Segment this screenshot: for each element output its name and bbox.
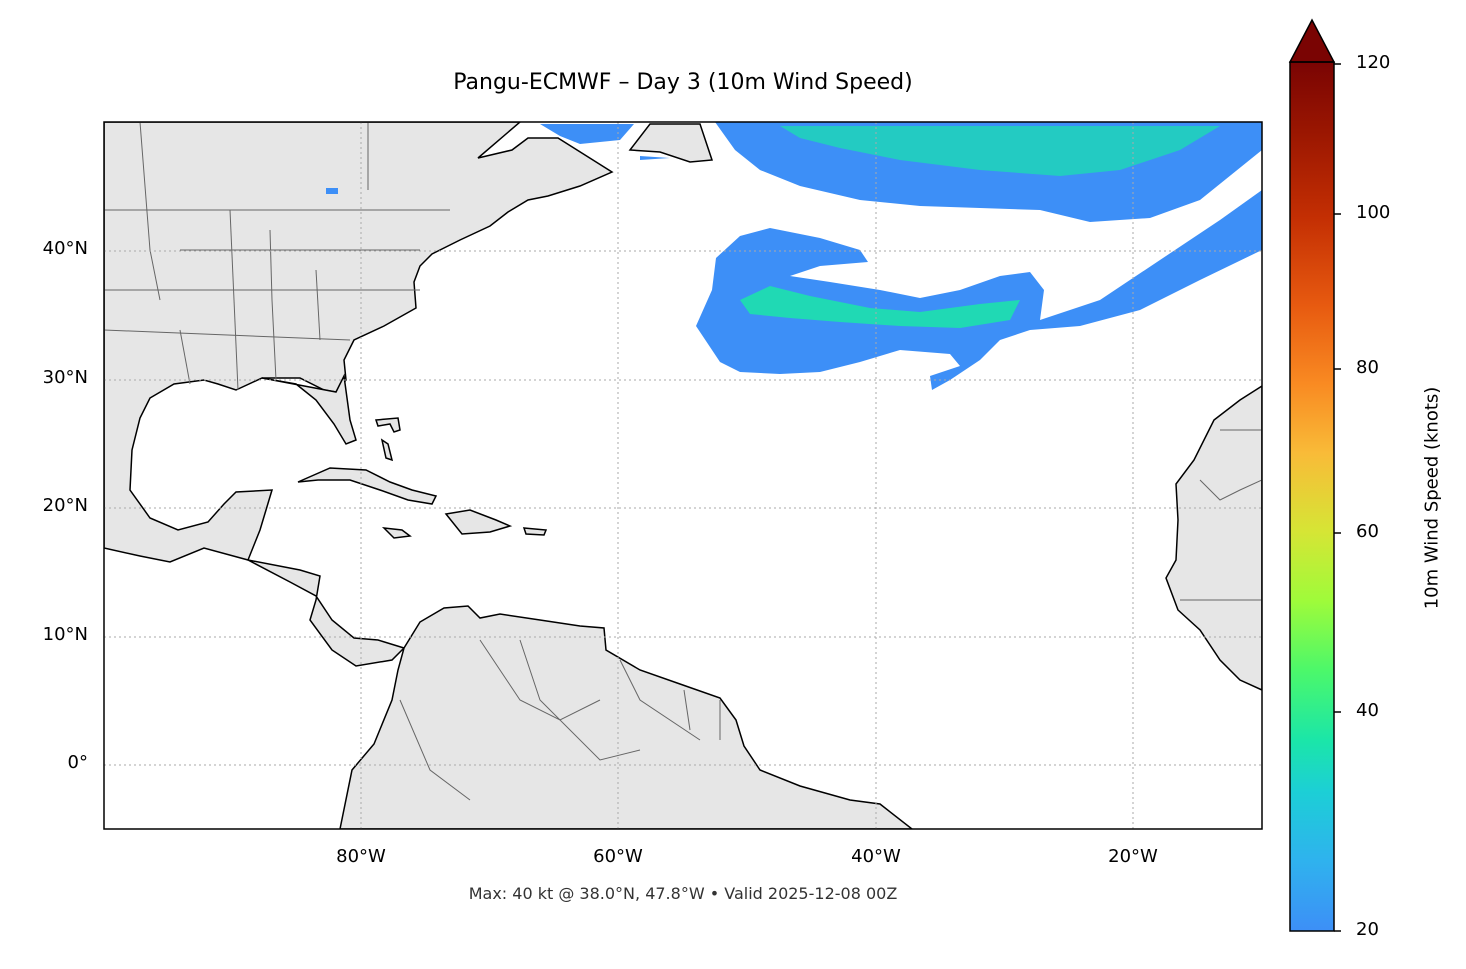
lat-label-20n: 20°N (42, 495, 88, 516)
lon-label-60w: 60°W (593, 846, 643, 867)
north-america-land (104, 122, 614, 667)
map-footer: Max: 40 kt @ 38.0°N, 47.8°W • Valid 2025… (468, 884, 898, 903)
africa-land (1165, 385, 1262, 691)
lon-label-40w: 40°W (851, 846, 901, 867)
lat-label-10n: 10°N (42, 624, 88, 645)
internal-borders (104, 122, 1262, 801)
wind-band-north-core (780, 126, 1220, 176)
bahamas-land (374, 417, 401, 462)
lat-label-40n: 40°N (42, 238, 88, 259)
colorbar-tick-120: 120 (1356, 52, 1391, 73)
wind-band-central-core (740, 286, 1020, 328)
colorbar-tick-80: 80 (1356, 357, 1379, 378)
colorbar-tick-40: 40 (1356, 700, 1379, 721)
map-title: Pangu-ECMWF – Day 3 (10m Wind Speed) (453, 70, 913, 95)
colorbar-tick-100: 100 (1356, 202, 1391, 223)
lon-label-80w: 80°W (336, 846, 386, 867)
south-america-land (339, 605, 914, 829)
cuba-land (297, 467, 438, 505)
colorbar (1288, 18, 1341, 932)
wind-band-central (696, 190, 1262, 390)
lat-label-30n: 30°N (42, 367, 88, 388)
colorbar-extend-arrow (1288, 18, 1336, 63)
hispaniola-land (444, 509, 513, 535)
colorbar-tick-60: 60 (1356, 521, 1379, 542)
jamaica-land (381, 527, 412, 539)
wind-speckles (326, 124, 670, 194)
colorbar-label: 10m Wind Speed (knots) (1421, 386, 1443, 610)
lat-label-0: 0° (67, 752, 88, 773)
newfoundland-land (628, 123, 714, 163)
lon-label-20w: 20°W (1108, 846, 1158, 867)
colorbar-tick-20: 20 (1356, 919, 1379, 940)
gridlines (104, 122, 1262, 829)
florida-land (261, 373, 357, 445)
puerto-rico-land (522, 527, 548, 536)
map-frame (103, 121, 1263, 830)
